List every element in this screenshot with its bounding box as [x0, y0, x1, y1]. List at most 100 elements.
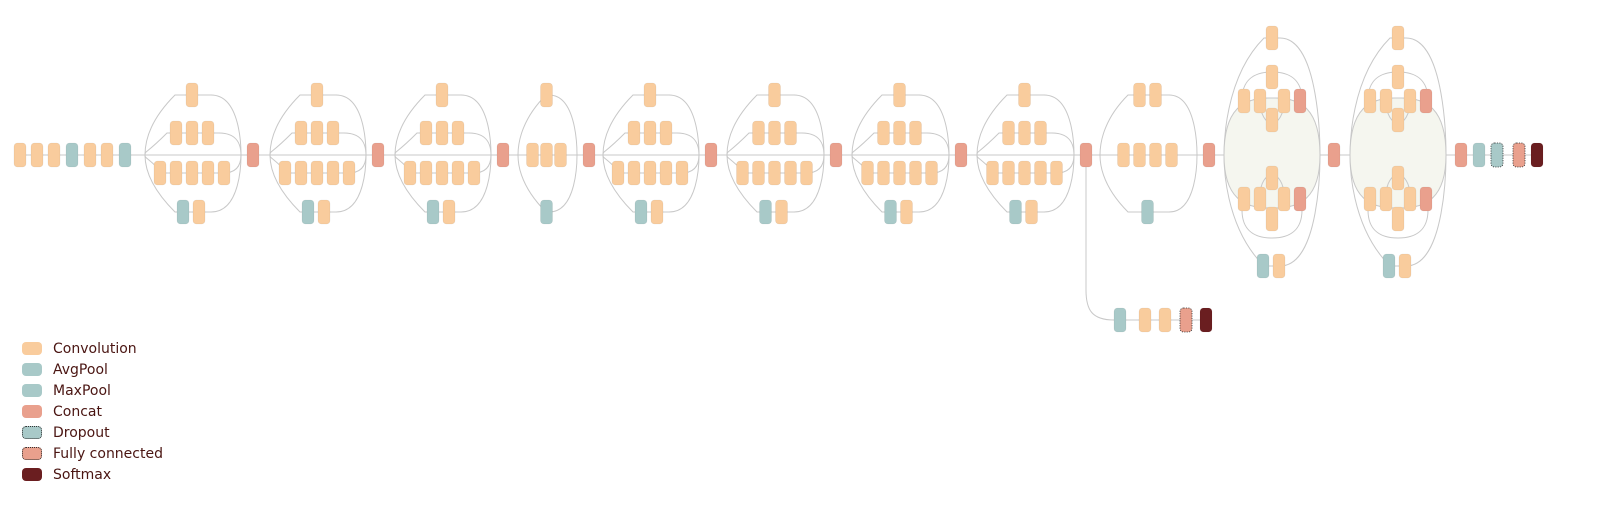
legend-label: MaxPool — [53, 382, 111, 399]
convolution-block — [1391, 165, 1405, 191]
convolution-block — [1391, 107, 1405, 133]
convolution-block — [1034, 120, 1047, 146]
convolution-block — [1117, 142, 1130, 168]
layer-blocks — [13, 25, 1544, 333]
maxpool-block — [540, 199, 553, 225]
convolution-block — [317, 199, 331, 225]
softmax-block — [1530, 142, 1544, 168]
convolution-block — [540, 82, 553, 108]
convolution-block — [1149, 142, 1162, 168]
convolution-block — [1002, 160, 1015, 186]
convolution-block — [1363, 88, 1377, 114]
convolution-block — [83, 142, 97, 168]
convolution-block — [877, 120, 890, 146]
convolution-block — [1149, 82, 1162, 108]
avgpool-block — [176, 199, 190, 225]
concat-block — [1202, 142, 1216, 168]
convolution-block — [1018, 82, 1031, 108]
concat-block — [954, 142, 968, 168]
avgpool-block — [1382, 253, 1396, 279]
convolution-block — [1277, 88, 1291, 114]
avgpool-block — [759, 199, 772, 225]
concat-block — [496, 142, 510, 168]
concat-block — [582, 142, 596, 168]
branch-connector — [602, 94, 700, 156]
concat-block — [1327, 142, 1341, 168]
convolution-block — [326, 120, 340, 146]
branch-connector — [1241, 209, 1303, 239]
convolution-block — [768, 120, 781, 146]
convolution-block — [893, 160, 906, 186]
legend-swatch — [22, 405, 42, 418]
convolution-block — [540, 142, 553, 168]
legend-item-softmax: Softmax — [22, 464, 163, 485]
convolution-block — [784, 120, 797, 146]
branch-connector — [851, 94, 950, 156]
branch-connector — [269, 94, 367, 156]
concat-block — [704, 142, 718, 168]
convolution-block — [1138, 307, 1152, 333]
legend-swatch — [22, 447, 42, 460]
convolution-block — [342, 160, 356, 186]
convolution-block — [909, 120, 922, 146]
convolution-block — [451, 160, 465, 186]
branch-connector — [976, 154, 1075, 213]
convolution-block — [768, 160, 781, 186]
convolution-block — [1018, 160, 1031, 186]
convolution-block — [1277, 186, 1291, 212]
convolution-block — [169, 120, 183, 146]
convolution-block — [1363, 186, 1377, 212]
convolution-block — [310, 120, 324, 146]
convolution-block — [650, 199, 664, 225]
legend-item-maxpool: MaxPool — [22, 380, 163, 401]
concat-block — [1293, 88, 1307, 114]
convolution-block — [893, 120, 906, 146]
legend-label: Convolution — [53, 340, 137, 357]
convolution-block — [47, 142, 61, 168]
convolution-block — [326, 160, 340, 186]
branch-connector — [1223, 37, 1321, 156]
legend-item-concat: Concat — [22, 401, 163, 422]
convolution-block — [643, 160, 657, 186]
convolution-block — [1034, 160, 1047, 186]
legend: Convolution AvgPool MaxPool Concat Dropout Fu… — [22, 338, 163, 485]
avgpool-block — [1113, 307, 1127, 333]
softmax-block — [1199, 307, 1213, 333]
convolution-block — [419, 160, 433, 186]
convolution-block — [442, 199, 456, 225]
convolution-block — [775, 199, 788, 225]
convolution-block — [451, 120, 465, 146]
convolution-block — [278, 160, 292, 186]
convolution-block — [435, 82, 449, 108]
convolution-block — [201, 160, 215, 186]
convolution-block — [294, 160, 308, 186]
avgpool-block — [301, 199, 315, 225]
branch-connector — [976, 94, 1075, 156]
branch-connector — [851, 154, 950, 213]
convolution-block — [169, 160, 183, 186]
legend-label: AvgPool — [53, 361, 108, 378]
convolution-block — [153, 160, 167, 186]
legend-label: Dropout — [53, 424, 110, 441]
convolution-block — [643, 82, 657, 108]
convolution-block — [435, 160, 449, 186]
legend-item-fully-connected: Fully connected — [22, 443, 163, 464]
convolution-block — [1391, 64, 1405, 90]
concat-block — [829, 142, 843, 168]
branch-connector — [726, 154, 825, 213]
convolution-block — [627, 160, 641, 186]
concat-block — [1419, 88, 1433, 114]
legend-label: Concat — [53, 403, 102, 420]
maxpool-block — [65, 142, 79, 168]
branch-connector — [1085, 155, 1206, 321]
legend-label: Fully connected — [53, 445, 163, 462]
concat-block — [1419, 186, 1433, 212]
branch-connector — [1223, 97, 1321, 209]
legend-item-convolution: Convolution — [22, 338, 163, 359]
branch-connector — [1099, 154, 1198, 213]
convolution-block — [1265, 64, 1279, 90]
convolution-block — [900, 199, 913, 225]
convolution-block — [554, 142, 567, 168]
branch-connector — [394, 94, 492, 156]
